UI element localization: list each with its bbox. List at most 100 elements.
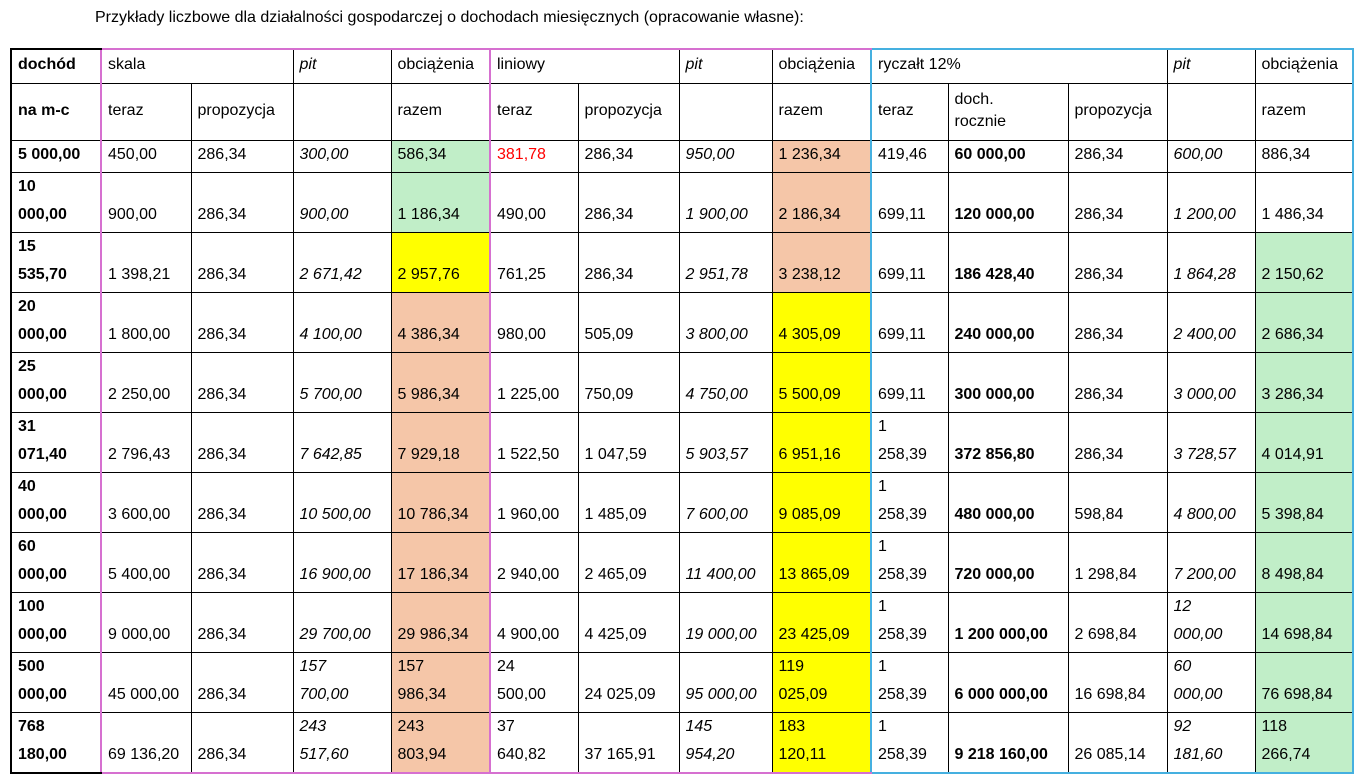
header-ryczalt: ryczałt 12% — [870, 48, 1168, 84]
cell-skala-teraz: 9 000,00 — [100, 592, 192, 653]
cell-ryczalt-teraz: 1 258,39 — [870, 712, 949, 774]
cell-dochod: 25 000,00 — [10, 352, 102, 413]
table-row: 25 000,00 2 250,00 286,34 5 700,00 5 986,34 1… — [10, 352, 1354, 413]
cell-dochod: 10 000,00 — [10, 172, 102, 233]
cell-liniowy-teraz: 37 640,82 — [489, 712, 579, 774]
cell-liniowy-propozycja: 2 465,09 — [577, 532, 680, 593]
cell-ryczalt-pit: 3 728,57 — [1166, 412, 1256, 473]
cell-skala-pit: 300,00 — [292, 140, 392, 173]
cell-liniowy-propozycja: 37 165,91 — [577, 712, 680, 774]
cell-ryczalt-pit: 3 000,00 — [1166, 352, 1256, 413]
cell-ryczalt-razem: 1 486,34 — [1254, 172, 1354, 233]
cell-skala-teraz: 450,00 — [100, 140, 192, 173]
cell-skala-propozycja: 286,34 — [190, 172, 294, 233]
cell-liniowy-pit: 19 000,00 — [678, 592, 773, 653]
cell-skala-propozycja: 286,34 — [190, 472, 294, 533]
cell-liniowy-propozycja: 286,34 — [577, 172, 680, 233]
cell-ryczalt-doch-rocznie: 6 000 000,00 — [947, 652, 1069, 713]
header-razem-ryczalt: razem — [1254, 83, 1354, 141]
table-row: 100 000,00 9 000,00 286,34 29 700,00 29 986,… — [10, 592, 1354, 653]
cell-liniowy-pit: 5 903,57 — [678, 412, 773, 473]
cell-skala-teraz: 3 600,00 — [100, 472, 192, 533]
cell-skala-teraz: 2 250,00 — [100, 352, 192, 413]
header-row-2: na m-c teraz propozycja razem teraz prop… — [10, 83, 1354, 141]
cell-skala-teraz: 45 000,00 — [100, 652, 192, 713]
cell-ryczalt-propozycja: 598,84 — [1067, 472, 1168, 533]
cell-skala-razem: 10 786,34 — [390, 472, 491, 533]
cell-ryczalt-razem: 2 150,62 — [1254, 232, 1354, 293]
cell-liniowy-propozycja: 1 047,59 — [577, 412, 680, 473]
table-row: 500 000,00 45 000,00 286,34 157 700,00 157 9… — [10, 652, 1354, 713]
cell-skala-razem: 17 186,34 — [390, 532, 491, 593]
cell-liniowy-teraz: 381,78 — [489, 140, 579, 173]
cell-ryczalt-pit: 60 000,00 — [1166, 652, 1256, 713]
cell-ryczalt-pit: 2 400,00 — [1166, 292, 1256, 353]
cell-skala-pit: 900,00 — [292, 172, 392, 233]
cell-skala-pit: 5 700,00 — [292, 352, 392, 413]
cell-ryczalt-doch-rocznie: 60 000,00 — [947, 140, 1069, 173]
cell-ryczalt-doch-rocznie: 372 856,80 — [947, 412, 1069, 473]
cell-skala-propozycja: 286,34 — [190, 532, 294, 593]
cell-ryczalt-teraz: 419,46 — [870, 140, 949, 173]
header-pit-skala: pit — [292, 48, 392, 84]
cell-liniowy-teraz: 1 225,00 — [489, 352, 579, 413]
cell-ryczalt-propozycja: 286,34 — [1067, 172, 1168, 233]
cell-dochod: 500 000,00 — [10, 652, 102, 713]
header-razem-liniowy: razem — [771, 83, 872, 141]
cell-skala-teraz: 5 400,00 — [100, 532, 192, 593]
cell-ryczalt-propozycja: 1 298,84 — [1067, 532, 1168, 593]
cell-ryczalt-propozycja: 286,34 — [1067, 352, 1168, 413]
cell-ryczalt-teraz: 1 258,39 — [870, 652, 949, 713]
cell-skala-pit: 4 100,00 — [292, 292, 392, 353]
header-doch-rocznie: doch. rocznie — [947, 83, 1069, 141]
header-obciazenia-ryczalt: obciążenia — [1254, 48, 1354, 84]
header-dochod: dochód — [10, 48, 102, 84]
cell-liniowy-pit: 4 750,00 — [678, 352, 773, 413]
cell-liniowy-razem: 119 025,09 — [771, 652, 872, 713]
cell-skala-propozycja: 286,34 — [190, 292, 294, 353]
cell-skala-teraz: 1 398,21 — [100, 232, 192, 293]
header-empty — [292, 83, 392, 141]
header-na-mc: na m-c — [10, 83, 102, 141]
cell-liniowy-pit: 3 800,00 — [678, 292, 773, 353]
cell-skala-teraz: 2 796,43 — [100, 412, 192, 473]
cell-ryczalt-doch-rocznie: 9 218 160,00 — [947, 712, 1069, 774]
cell-liniowy-propozycja: 24 025,09 — [577, 652, 680, 713]
header-teraz-ryczalt: teraz — [870, 83, 949, 141]
cell-liniowy-teraz: 2 940,00 — [489, 532, 579, 593]
cell-ryczalt-razem: 118 266,74 — [1254, 712, 1354, 774]
table-row: 5 000,00 450,00 286,34 300,00 586,34 381,78 28… — [10, 140, 1354, 173]
cell-liniowy-teraz: 761,25 — [489, 232, 579, 293]
header-obciazenia-liniowy: obciążenia — [771, 48, 872, 84]
cell-dochod: 768 180,00 — [10, 712, 102, 774]
cell-dochod: 100 000,00 — [10, 592, 102, 653]
cell-ryczalt-teraz: 699,11 — [870, 172, 949, 233]
header-teraz-skala: teraz — [100, 83, 192, 141]
cell-liniowy-teraz: 24 500,00 — [489, 652, 579, 713]
cell-ryczalt-doch-rocznie: 1 200 000,00 — [947, 592, 1069, 653]
table-row: 10 000,00 900,00 286,34 900,00 1 186,34 490,0… — [10, 172, 1354, 233]
cell-ryczalt-pit: 7 200,00 — [1166, 532, 1256, 593]
cell-dochod: 20 000,00 — [10, 292, 102, 353]
cell-ryczalt-razem: 5 398,84 — [1254, 472, 1354, 533]
cell-ryczalt-teraz: 699,11 — [870, 232, 949, 293]
cell-ryczalt-propozycja: 286,34 — [1067, 140, 1168, 173]
cell-liniowy-propozycja: 1 485,09 — [577, 472, 680, 533]
cell-liniowy-teraz: 4 900,00 — [489, 592, 579, 653]
cell-liniowy-teraz: 1 522,50 — [489, 412, 579, 473]
cell-dochod: 40 000,00 — [10, 472, 102, 533]
cell-liniowy-razem: 3 238,12 — [771, 232, 872, 293]
cell-liniowy-pit: 2 951,78 — [678, 232, 773, 293]
cell-liniowy-razem: 13 865,09 — [771, 532, 872, 593]
table-row: 20 000,00 1 800,00 286,34 4 100,00 4 386,34 9… — [10, 292, 1354, 353]
cell-skala-propozycja: 286,34 — [190, 232, 294, 293]
table-row: 768 180,00 69 136,20 286,34 243 517,60 243 8… — [10, 712, 1354, 774]
cell-dochod: 15 535,70 — [10, 232, 102, 293]
cell-liniowy-pit: 7 600,00 — [678, 472, 773, 533]
cell-liniowy-pit: 95 000,00 — [678, 652, 773, 713]
cell-liniowy-propozycja: 4 425,09 — [577, 592, 680, 653]
cell-ryczalt-teraz: 1 258,39 — [870, 532, 949, 593]
cell-skala-razem: 586,34 — [390, 140, 491, 173]
header-skala: skala — [100, 48, 294, 84]
cell-skala-razem: 29 986,34 — [390, 592, 491, 653]
